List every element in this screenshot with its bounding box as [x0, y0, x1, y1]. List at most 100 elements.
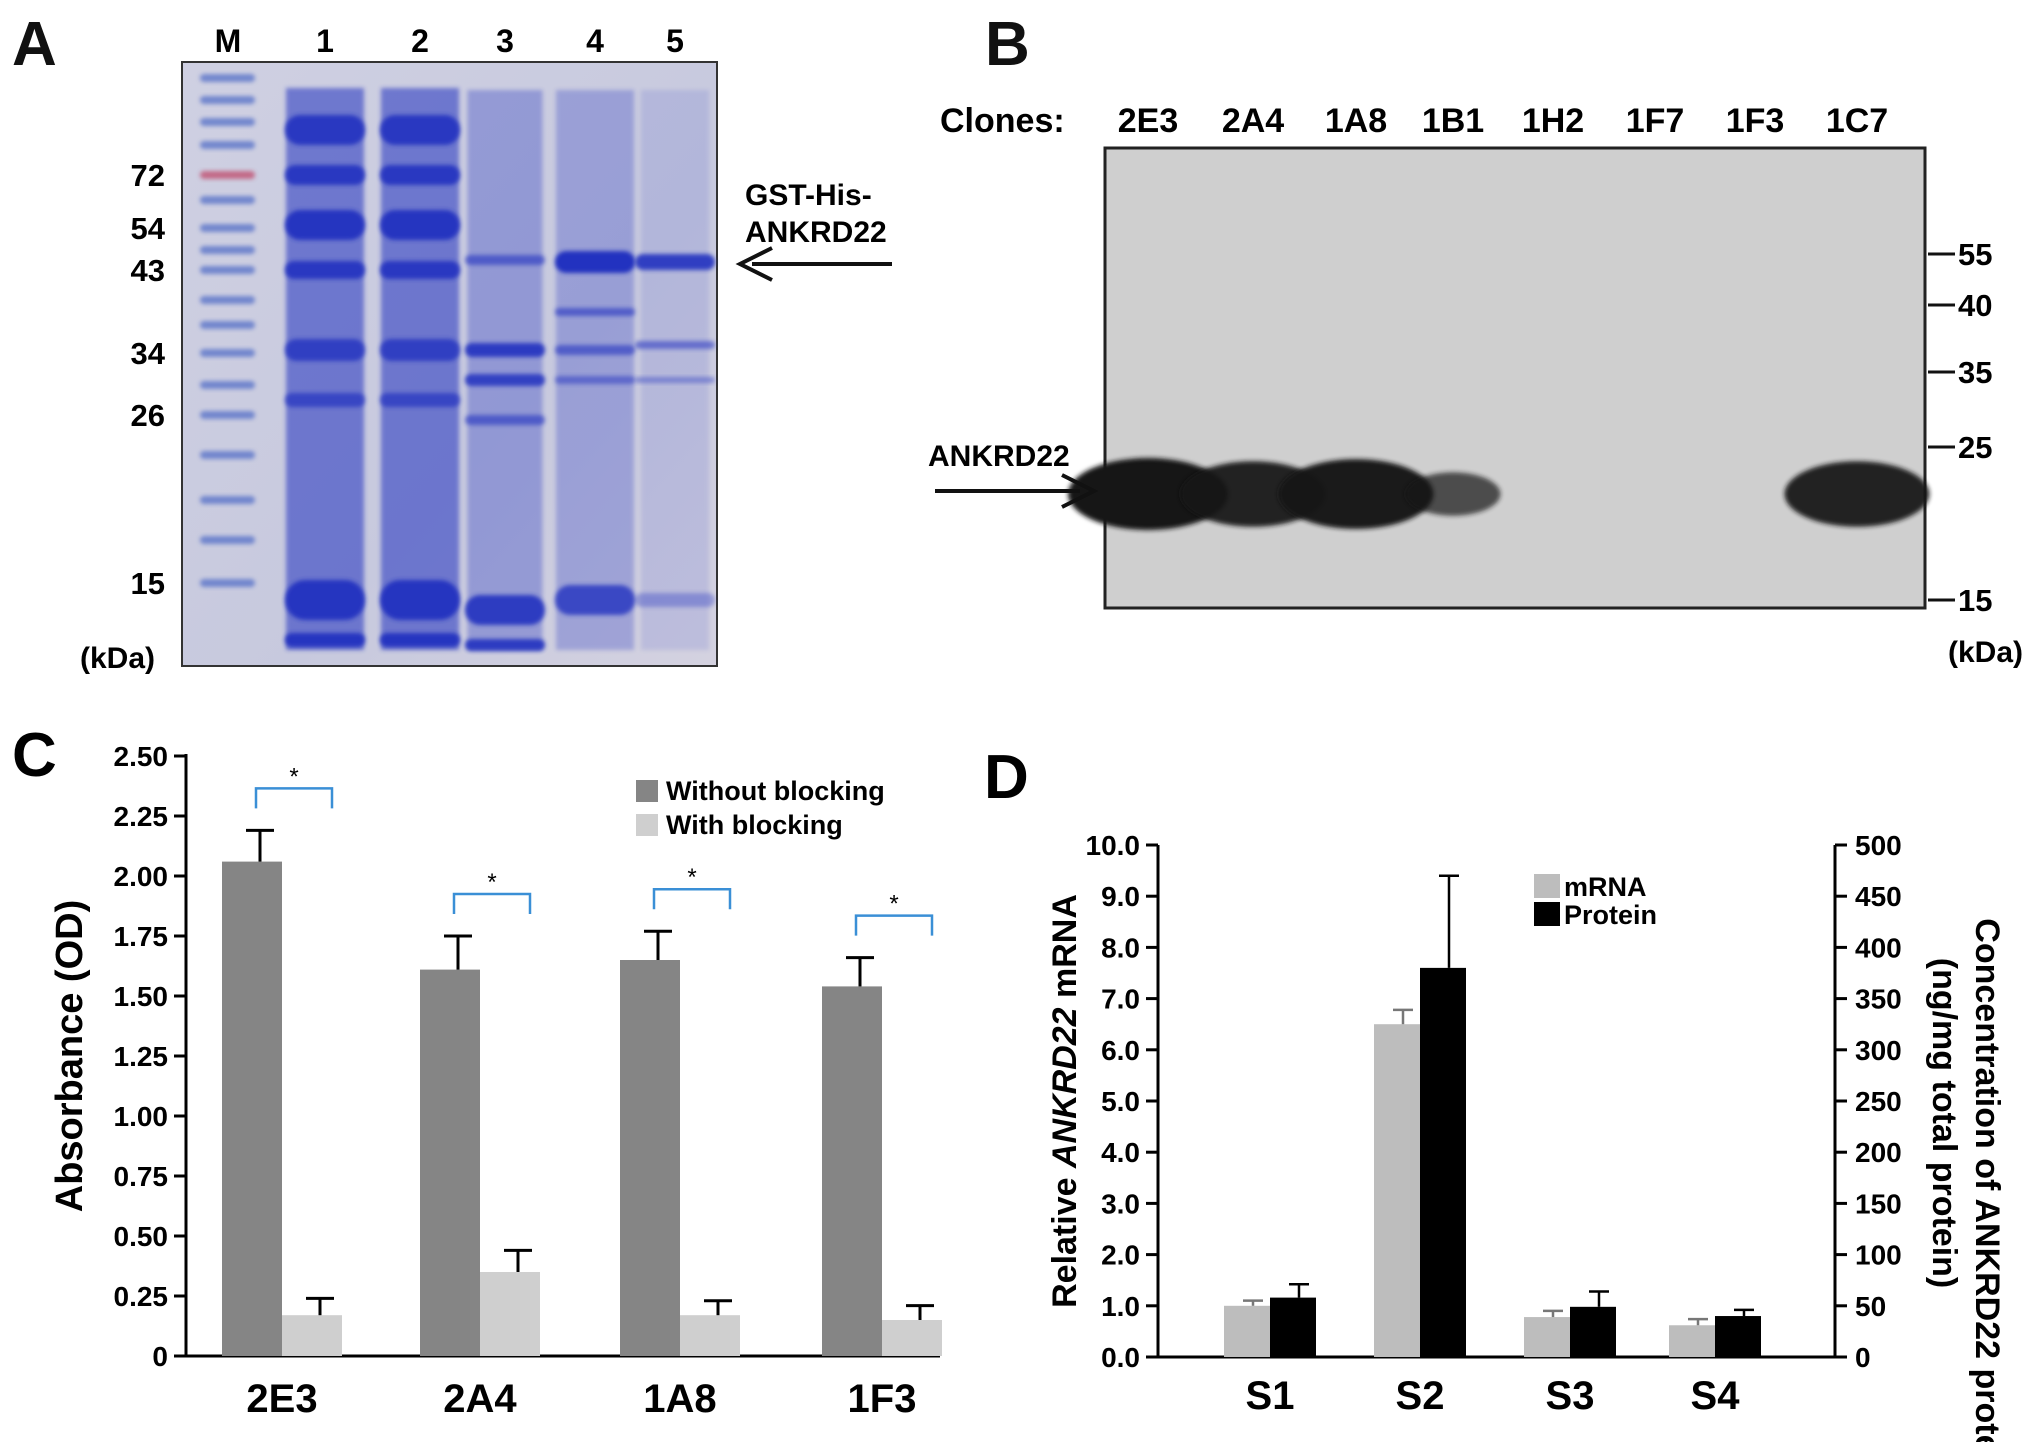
gel-protein-band — [555, 376, 635, 384]
chart-d-bar — [1270, 1297, 1316, 1357]
gel-lane-label: M — [215, 23, 242, 59]
gel-ladder-band — [200, 536, 255, 544]
gel-lane-label: 3 — [496, 23, 514, 59]
gel-protein-band — [635, 254, 715, 270]
chart-c-y-tick-label: 2.50 — [114, 741, 169, 772]
chart-c-significance-star: * — [487, 869, 496, 896]
gel-protein-band — [465, 639, 545, 651]
chart-c-y-tick-label: 2.25 — [114, 801, 169, 832]
panel-b-letter: B — [985, 10, 1030, 79]
chart-c-y-tick-label: 1.50 — [114, 981, 169, 1012]
gel-ladder-band — [200, 321, 255, 329]
gel-protein-band — [465, 343, 545, 357]
chart-c-bar — [620, 960, 680, 1356]
chart-d-left-tick-label: 5.0 — [1101, 1086, 1140, 1117]
blot-band — [1278, 459, 1434, 529]
gel-arrow-label-2: ANKRD22 — [745, 216, 887, 249]
chart-d-right-tick-label: 50 — [1855, 1291, 1886, 1322]
gel-protein-band — [380, 261, 460, 279]
blot-clone-label: 2A4 — [1222, 102, 1284, 140]
gel-protein-band — [635, 377, 715, 383]
chart-d-right-tick-label: 500 — [1855, 830, 1902, 861]
chart-d-right-tick-label: 300 — [1855, 1035, 1902, 1066]
chart-c-y-tick-label: 0.75 — [114, 1161, 169, 1192]
panel-b-western-blot: Clones: 2E3 2A4 1A8 1B1 1H2 1F7 1F3 1C7 55 40 35 2… — [928, 102, 2023, 669]
panel-a: A M 1 2 3 4 5 72 54 43 34 26 15 GST-His- ANKRD22 (k… — [0, 0, 920, 690]
blot-unit-label: (kDa) — [1948, 636, 2023, 669]
chart-c-bar — [822, 986, 882, 1356]
gel-protein-band — [555, 308, 635, 316]
chart-d-x-tick-label: S4 — [1691, 1374, 1741, 1418]
chart-d-left-axis-label-prefix: Relative — [1046, 1168, 1084, 1308]
chart-d-legend-label: Protein — [1564, 900, 1657, 930]
gel-lane-smear — [556, 90, 634, 650]
panel-a-letter: A — [12, 10, 57, 79]
gel-ladder-band — [200, 96, 255, 104]
chart-c-y-tick-label: 0.25 — [114, 1281, 169, 1312]
gel-ladder-band — [200, 381, 255, 389]
chart-c-significance-bracket — [254, 787, 334, 809]
blot-clone-label: 1A8 — [1325, 102, 1387, 140]
chart-d-right-axis-label-2: (ng/mg total protein) — [1925, 958, 1963, 1289]
chart-c-y-tick-label: 0 — [152, 1341, 168, 1372]
chart-c-significance-star: * — [889, 891, 898, 918]
gel-protein-band — [285, 261, 365, 279]
panel-d: D Relative ANKRD22 mRNA Concentration of… — [960, 700, 2031, 1442]
chart-c-legend-swatch — [636, 814, 658, 836]
clones-label: Clones: — [940, 102, 1065, 140]
gel-ladder-band — [200, 266, 255, 274]
gel-ladder-band — [200, 451, 255, 459]
gel-lane-label: 1 — [316, 23, 334, 59]
chart-d-left-axis-label-suffix: mRNA — [1046, 894, 1084, 1007]
chart-d-left-tick-label: 6.0 — [1101, 1035, 1140, 1066]
chart-d-bar — [1570, 1306, 1616, 1357]
chart-c-bar — [420, 969, 480, 1356]
gel-lane-smear — [641, 90, 709, 650]
gel-protein-band — [465, 374, 545, 386]
chart-c-y-tick-label: 1.25 — [114, 1041, 169, 1072]
blot-band — [1405, 472, 1501, 516]
blot-band — [1784, 461, 1930, 527]
blot-membrane — [1103, 146, 1927, 610]
chart-d-right-tick-label: 150 — [1855, 1188, 1902, 1219]
chart-d-bar — [1524, 1317, 1570, 1357]
chart-d-x-tick-label: S3 — [1546, 1374, 1595, 1418]
chart-d-left-tick-label: 8.0 — [1101, 932, 1140, 963]
chart-d-left-tick-label: 0.0 — [1101, 1342, 1140, 1373]
chart-c-bar — [480, 1272, 540, 1356]
blot-clone-label: 1H2 — [1522, 102, 1584, 140]
chart-d-right-tick-label: 200 — [1855, 1137, 1902, 1168]
gel-ladder-band — [200, 246, 255, 254]
chart-c-y-tick-label: 2.00 — [114, 861, 169, 892]
chart-d-legend-label: mRNA — [1564, 872, 1647, 902]
panel-c-letter: C — [12, 721, 57, 790]
gel-ladder-band — [200, 224, 255, 232]
blot-marker-label: 55 — [1958, 237, 1992, 272]
chart-c-significance-bracket — [652, 887, 732, 910]
gel-unit-label: (kDa) — [80, 642, 155, 675]
chart-c-x-tick-label: 1A8 — [643, 1377, 716, 1421]
chart-c-y-tick-label: 1.75 — [114, 921, 169, 952]
chart-c-bar — [222, 861, 282, 1356]
chart-d-x-tick-label: S1 — [1246, 1374, 1295, 1418]
gel-ladder-band — [200, 496, 255, 504]
chart-d-legend-swatch — [1534, 902, 1560, 926]
chart-c-bar — [882, 1320, 942, 1356]
gel-marker-label: 43 — [131, 253, 165, 288]
chart-c-x-tick-label: 2A4 — [443, 1377, 517, 1421]
chart-d-left-tick-label: 2.0 — [1101, 1240, 1140, 1271]
gel-ladder-band — [200, 349, 255, 357]
chart-d-left-tick-label: 3.0 — [1101, 1188, 1140, 1219]
chart-d-left-tick-label: 4.0 — [1101, 1137, 1140, 1168]
gel-protein-band — [465, 255, 545, 265]
gel-marker-label: 26 — [131, 398, 165, 433]
panel-b: B Clones: 2E3 2A4 1A8 1B1 1H2 1F7 1F3 1C7 55 40 3… — [920, 0, 2031, 690]
gel-protein-band — [555, 585, 635, 615]
gel-protein-band — [285, 210, 365, 240]
chart-d-left-tick-label: 10.0 — [1086, 830, 1141, 861]
gel-marker-label: 15 — [131, 566, 165, 601]
gel-protein-band — [285, 339, 365, 361]
gel-protein-band — [380, 633, 460, 647]
gel-protein-band — [465, 595, 545, 625]
gel-ladder-band — [200, 171, 255, 179]
